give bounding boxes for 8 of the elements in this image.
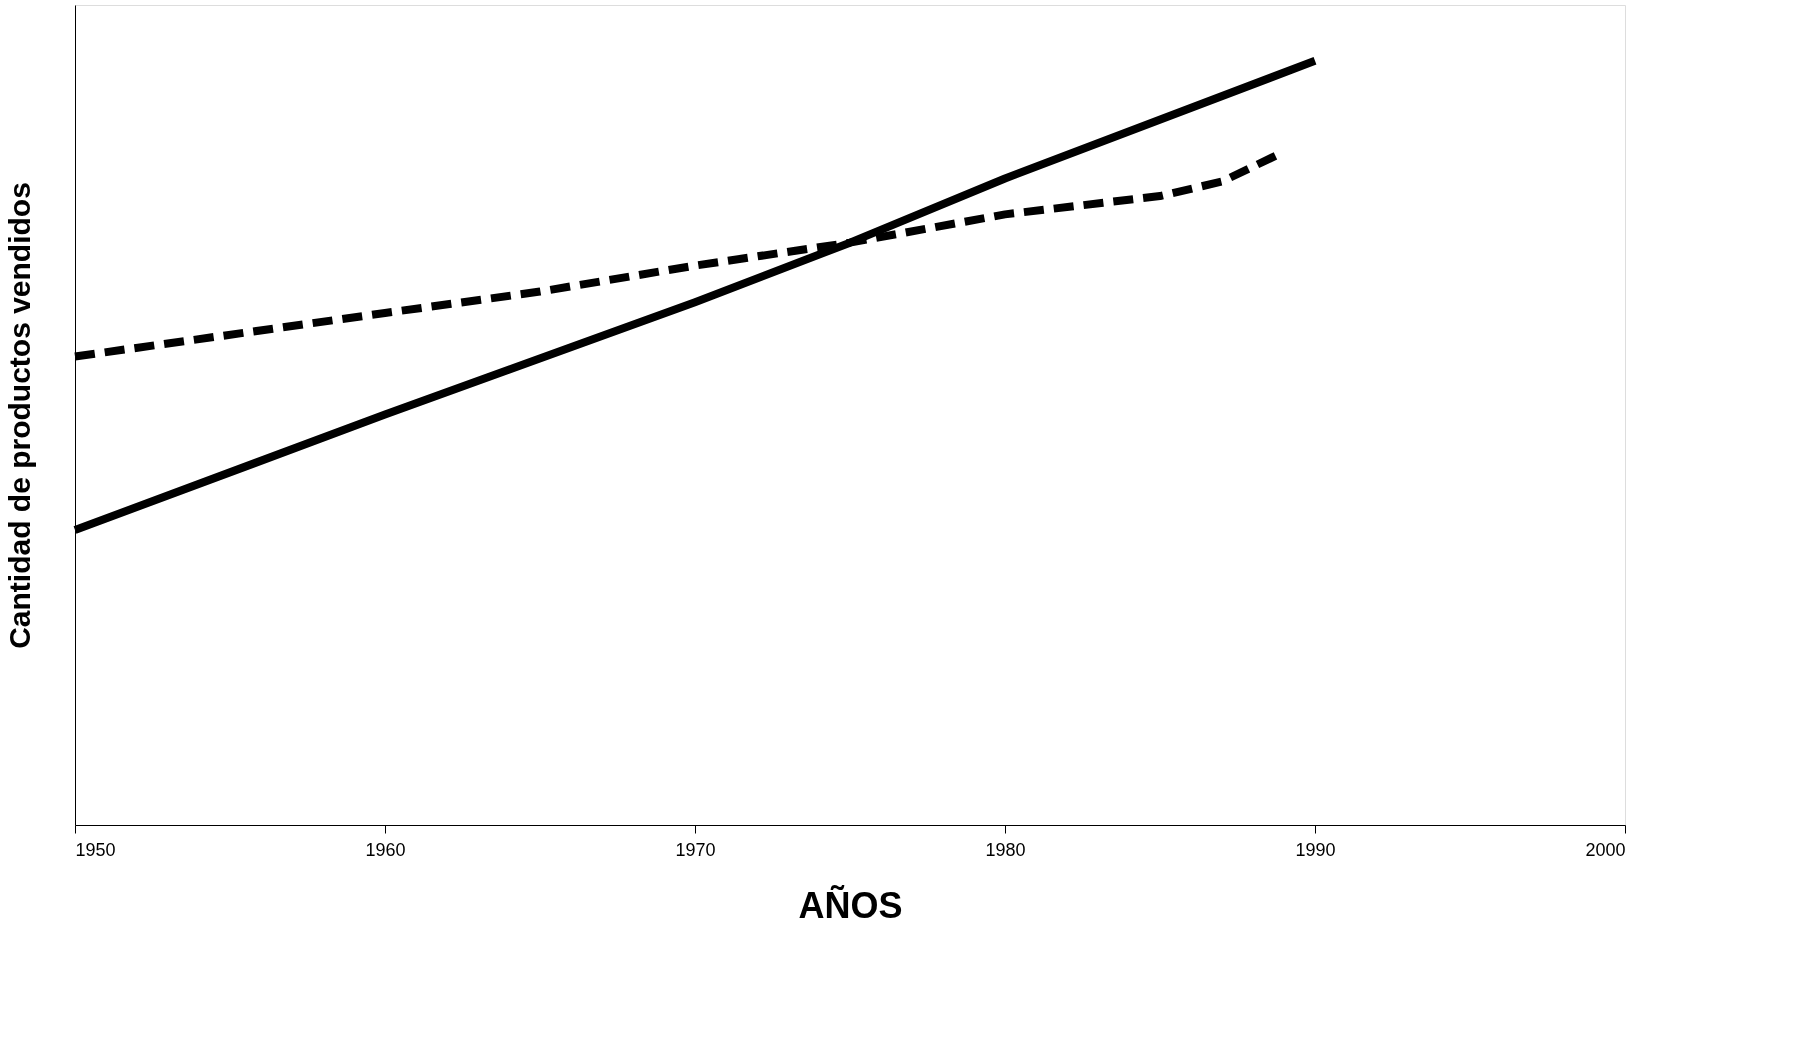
x-tick-label: 1980: [985, 839, 1026, 860]
y-axis-title: Cantidad de productos vendidos: [2, 182, 36, 649]
x-tick-label: 2000: [1585, 839, 1626, 860]
x-tick-label: 1970: [675, 839, 716, 860]
x-tick-label: 1950: [75, 839, 116, 860]
x-tick-label: 1960: [365, 839, 406, 860]
x-tick-label: 1990: [1295, 839, 1336, 860]
x-axis-title: AÑOS: [798, 883, 903, 926]
